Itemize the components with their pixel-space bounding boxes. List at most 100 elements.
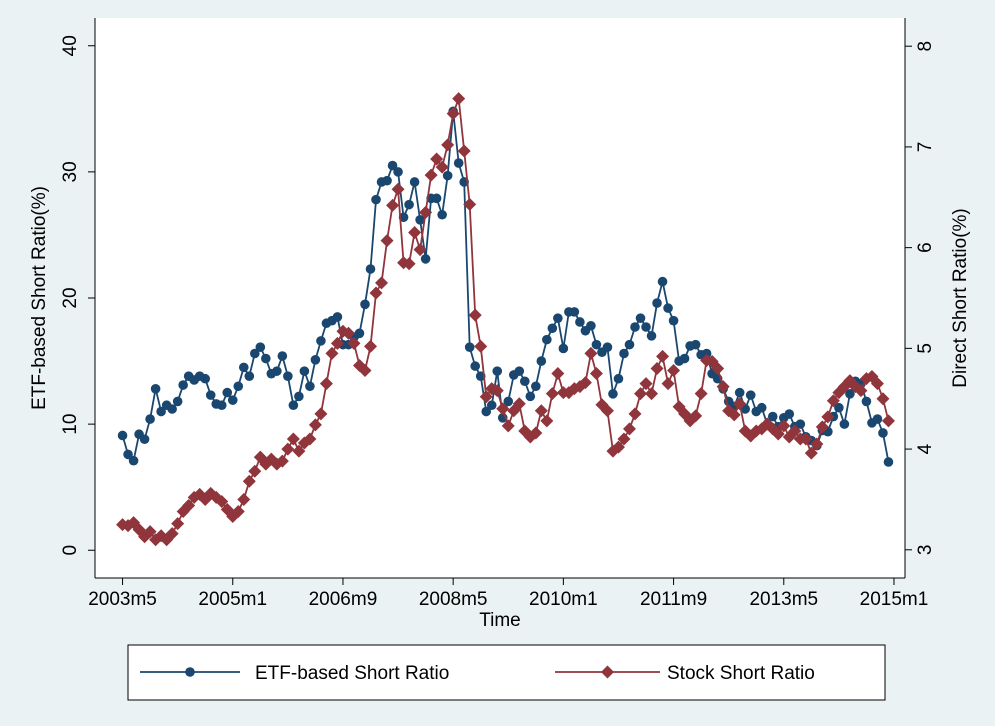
data-point bbox=[870, 377, 884, 391]
data-point bbox=[639, 377, 653, 391]
data-point bbox=[446, 107, 460, 121]
data-point bbox=[413, 243, 427, 257]
data-point bbox=[689, 409, 703, 423]
data-point bbox=[622, 422, 636, 436]
data-point bbox=[661, 377, 675, 391]
data-point bbox=[591, 339, 602, 350]
data-point bbox=[745, 390, 756, 400]
legend-label: ETF-based Short Ratio bbox=[255, 663, 449, 684]
data-point bbox=[602, 342, 613, 352]
data-point bbox=[435, 160, 449, 174]
data-point bbox=[536, 356, 547, 366]
data-point bbox=[771, 427, 785, 441]
data-point bbox=[310, 355, 321, 365]
data-point bbox=[641, 322, 651, 332]
data-point bbox=[529, 426, 543, 440]
data-point bbox=[242, 474, 256, 488]
legend-box bbox=[127, 644, 886, 701]
x-tick-label: 2011m9 bbox=[640, 589, 707, 610]
data-point bbox=[470, 361, 481, 371]
data-point bbox=[386, 198, 400, 212]
data-point bbox=[341, 326, 355, 340]
data-point bbox=[294, 391, 304, 402]
data-point bbox=[881, 414, 895, 428]
data-point bbox=[767, 411, 778, 422]
data-point bbox=[275, 454, 289, 468]
data-point bbox=[479, 390, 493, 404]
data-point bbox=[288, 400, 299, 411]
data-point bbox=[656, 349, 670, 363]
data-point bbox=[150, 384, 161, 394]
data-point bbox=[231, 505, 245, 519]
data-point bbox=[733, 397, 747, 411]
y2-tick-label: 3 bbox=[915, 545, 936, 556]
data-point bbox=[628, 407, 642, 421]
data-point bbox=[404, 199, 414, 210]
data-point bbox=[645, 387, 659, 401]
data-point bbox=[589, 367, 603, 381]
data-point bbox=[845, 389, 855, 399]
data-point bbox=[657, 276, 668, 287]
data-point bbox=[569, 307, 580, 317]
data-point bbox=[519, 376, 530, 387]
data-point bbox=[283, 371, 293, 381]
plot-area bbox=[95, 18, 905, 578]
data-point bbox=[701, 348, 712, 359]
data-point bbox=[534, 404, 548, 418]
data-point bbox=[734, 387, 745, 398]
data-point bbox=[419, 205, 433, 219]
data-point bbox=[420, 254, 431, 264]
data-point bbox=[409, 177, 420, 187]
data-point bbox=[227, 395, 238, 405]
data-point bbox=[200, 373, 211, 384]
data-point bbox=[139, 434, 150, 445]
data-point bbox=[464, 342, 475, 352]
data-point bbox=[716, 380, 730, 394]
data-point bbox=[635, 313, 646, 323]
y-tick-label: 40 bbox=[60, 35, 81, 56]
data-point bbox=[525, 391, 536, 402]
data-point bbox=[437, 209, 447, 220]
data-point bbox=[652, 298, 662, 308]
data-point bbox=[299, 366, 310, 376]
y2-tick-label: 8 bbox=[915, 41, 936, 52]
data-point bbox=[663, 303, 673, 313]
data-point bbox=[369, 286, 383, 300]
data-point bbox=[784, 409, 795, 419]
data-point bbox=[630, 322, 640, 332]
data-point bbox=[216, 400, 227, 411]
data-point bbox=[364, 339, 378, 353]
data-point bbox=[305, 381, 315, 392]
data-point bbox=[165, 527, 179, 541]
data-point bbox=[117, 430, 128, 441]
data-point bbox=[711, 362, 725, 376]
data-point bbox=[332, 312, 343, 322]
data-point bbox=[156, 406, 166, 417]
data-point bbox=[613, 373, 624, 384]
data-point bbox=[600, 404, 614, 418]
x-tick-label: 2010m1 bbox=[529, 589, 598, 610]
data-point bbox=[441, 138, 455, 152]
data-point bbox=[277, 351, 288, 361]
data-point bbox=[167, 404, 177, 414]
x-tick-label: 2015m1 bbox=[860, 589, 929, 610]
data-point bbox=[799, 432, 813, 446]
data-point bbox=[694, 387, 708, 401]
y2-tick-label: 5 bbox=[915, 343, 936, 354]
data-point bbox=[503, 396, 514, 407]
data-point bbox=[501, 419, 515, 433]
data-point bbox=[861, 396, 872, 407]
data-point bbox=[756, 402, 767, 413]
y-tick-label: 30 bbox=[60, 161, 81, 182]
x-tick-label: 2005m1 bbox=[198, 589, 267, 610]
data-point bbox=[358, 364, 372, 378]
data-point bbox=[431, 193, 442, 204]
data-point bbox=[650, 362, 664, 376]
data-point bbox=[545, 387, 559, 401]
data-point bbox=[281, 442, 295, 456]
data-point bbox=[330, 336, 344, 350]
data-point bbox=[215, 494, 229, 508]
data-point bbox=[387, 160, 398, 171]
